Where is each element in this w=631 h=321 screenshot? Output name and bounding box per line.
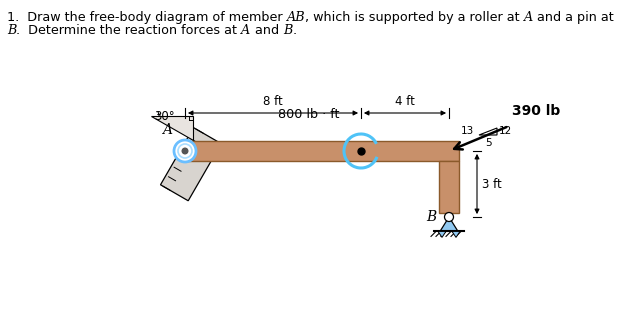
Polygon shape [438,231,446,238]
Polygon shape [151,116,193,140]
Circle shape [174,140,196,162]
Text: .: . [292,24,296,37]
Text: 1.  Draw the free-body diagram of member: 1. Draw the free-body diagram of member [7,11,286,24]
Text: AB: AB [286,11,305,24]
Text: 3 ft: 3 ft [482,178,502,190]
Text: 8 ft: 8 ft [263,95,283,108]
Text: 5: 5 [485,138,492,148]
Text: 390 lb: 390 lb [512,104,560,118]
Text: , which is supported by a roller at: , which is supported by a roller at [305,11,524,24]
Text: and: and [251,24,283,37]
Text: 30°: 30° [154,110,175,123]
Text: 13: 13 [461,126,474,136]
Text: A: A [162,123,172,137]
Polygon shape [160,128,221,201]
Text: B: B [283,24,292,37]
Text: B: B [7,24,16,37]
Polygon shape [452,231,460,238]
Text: A: A [242,24,251,37]
Text: 4 ft: 4 ft [395,95,415,108]
Text: A: A [524,11,533,24]
Polygon shape [439,161,459,213]
Circle shape [178,144,192,158]
Circle shape [444,213,454,221]
Text: B: B [426,210,436,224]
Text: and a pin at: and a pin at [533,11,614,24]
Polygon shape [440,217,458,231]
Text: 12: 12 [499,126,512,136]
Circle shape [182,148,188,154]
Text: 800 lb · ft: 800 lb · ft [278,108,339,121]
Text: .  Determine the reaction forces at: . Determine the reaction forces at [16,24,242,37]
Polygon shape [185,141,459,161]
